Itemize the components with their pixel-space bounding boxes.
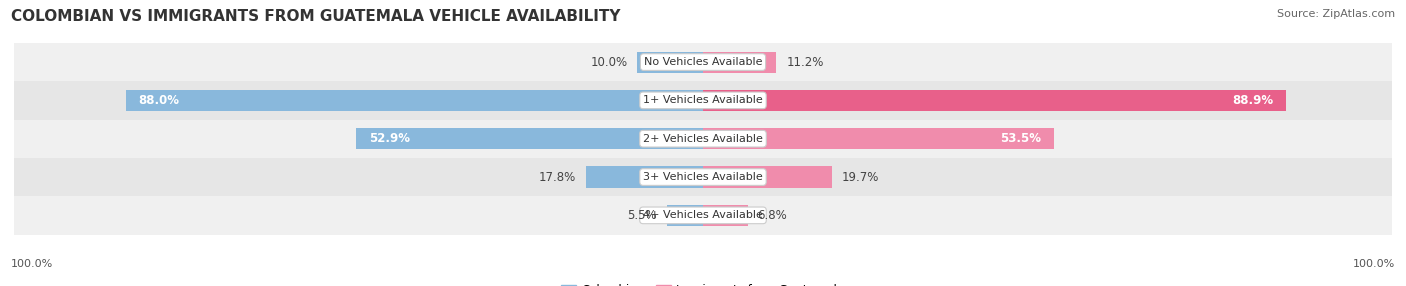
- Text: 53.5%: 53.5%: [1000, 132, 1040, 145]
- Text: No Vehicles Available: No Vehicles Available: [644, 57, 762, 67]
- Text: 4+ Vehicles Available: 4+ Vehicles Available: [643, 210, 763, 220]
- Bar: [14, 43, 1392, 81]
- Bar: [637, 51, 703, 73]
- Text: 52.9%: 52.9%: [368, 132, 411, 145]
- Text: 100.0%: 100.0%: [1353, 259, 1395, 269]
- Text: 88.9%: 88.9%: [1232, 94, 1274, 107]
- Text: Source: ZipAtlas.com: Source: ZipAtlas.com: [1277, 9, 1395, 19]
- Text: 10.0%: 10.0%: [591, 55, 627, 69]
- Text: 2+ Vehicles Available: 2+ Vehicles Available: [643, 134, 763, 144]
- Bar: [586, 166, 703, 188]
- Bar: [703, 90, 1286, 111]
- Bar: [356, 128, 703, 149]
- Bar: [14, 196, 1392, 235]
- Legend: Colombian, Immigrants from Guatemala: Colombian, Immigrants from Guatemala: [557, 279, 849, 286]
- Text: 88.0%: 88.0%: [139, 94, 180, 107]
- Text: 17.8%: 17.8%: [538, 170, 576, 184]
- Text: 11.2%: 11.2%: [786, 55, 824, 69]
- Text: 1+ Vehicles Available: 1+ Vehicles Available: [643, 96, 763, 105]
- Text: 5.5%: 5.5%: [627, 209, 657, 222]
- Text: 100.0%: 100.0%: [11, 259, 53, 269]
- Text: 3+ Vehicles Available: 3+ Vehicles Available: [643, 172, 763, 182]
- Bar: [703, 205, 748, 226]
- Bar: [666, 205, 703, 226]
- Bar: [14, 81, 1392, 120]
- Bar: [14, 158, 1392, 196]
- Bar: [125, 90, 703, 111]
- Text: COLOMBIAN VS IMMIGRANTS FROM GUATEMALA VEHICLE AVAILABILITY: COLOMBIAN VS IMMIGRANTS FROM GUATEMALA V…: [11, 9, 620, 23]
- Bar: [703, 166, 832, 188]
- Bar: [703, 128, 1054, 149]
- Bar: [703, 51, 776, 73]
- Bar: [14, 120, 1392, 158]
- Text: 6.8%: 6.8%: [758, 209, 787, 222]
- Text: 19.7%: 19.7%: [842, 170, 880, 184]
